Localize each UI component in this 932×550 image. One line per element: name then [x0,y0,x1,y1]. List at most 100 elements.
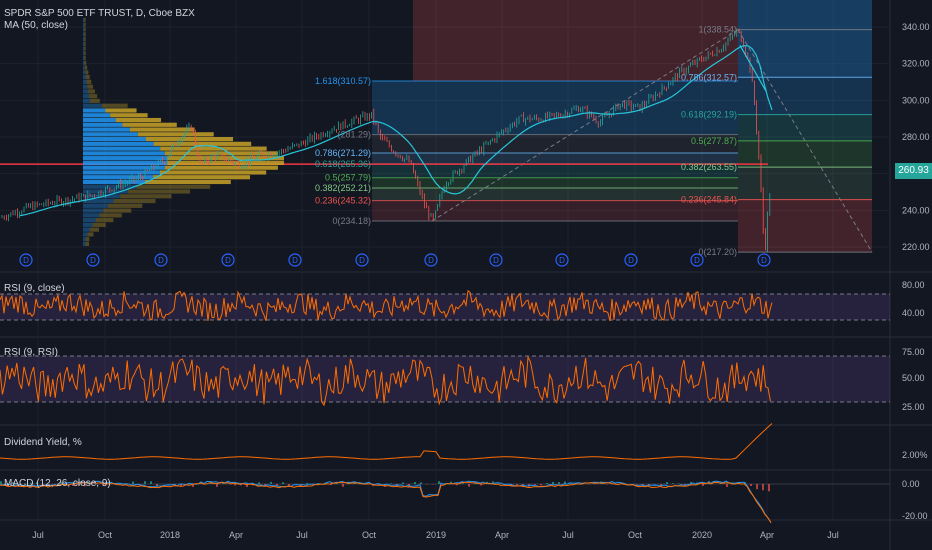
volume-profile-bar-up [83,55,85,61]
fib-band [372,134,738,153]
macd-histogram-bar [180,484,182,487]
fibonacci-retracements[interactable] [0,0,873,253]
volume-profile-bar-up [83,65,85,70]
dividend-marker-circle[interactable] [154,253,168,267]
macd-histogram-bar [750,484,752,486]
volume-profile-bar-down [115,117,162,123]
macd-histogram-bar [258,482,260,484]
macd-histogram-bar [240,484,242,486]
volume-profile-bar-down [145,179,231,185]
macd-histogram-bar [540,484,542,486]
dividend-marker-label: D [225,256,231,265]
volume-profile-bar-down [159,170,267,175]
macd-histogram-bar [330,484,332,485]
volume-profile-bar-down [85,237,90,242]
rsi-rsi-legend[interactable]: RSI (9, RSI) [4,347,58,358]
macd-histogram-bar [24,483,26,484]
volume-profile-bar-up [83,170,160,175]
macd-histogram-bar [756,484,758,490]
macd-histogram-bar [270,481,272,484]
dividend-marker-label: D [559,256,565,265]
volume-profile-bar-up [83,175,154,180]
volume-profile-bar-down [85,241,89,247]
dividend-marker-circle[interactable] [555,253,569,267]
volume-profile-bar-up [83,117,116,123]
volume-profile-bar-up [83,17,85,22]
indicator-panes [0,289,890,524]
time-axis-label: Oct [362,530,377,540]
volume-profile-bar-down [84,41,86,46]
macd-histogram-bar [492,481,494,484]
macd-histogram-bar [72,484,74,486]
price-axis-label: 220.00 [902,242,930,252]
dividend-marker-circle[interactable] [690,253,704,267]
volume-profile [83,17,284,247]
volume-profile-bar-up [83,160,168,165]
dividend-marker-circle[interactable] [624,253,638,267]
fib-extension-zone [413,0,738,81]
fib-left-label: 0.382(252.21) [315,183,371,193]
fib-left-label: 0.5(257.79) [325,173,371,183]
dividend-marker-circle[interactable] [424,253,438,267]
volume-profile-bar-down [110,113,148,118]
volume-profile-bar-up [83,156,168,161]
macd-histogram-bar [534,484,536,485]
macd-histogram-bar [642,484,644,485]
fib-right-label: 0.5(277.87) [691,136,737,146]
dividend-marker-circle[interactable] [19,253,33,267]
rsi-close-line [0,289,773,322]
dividend-marker-circle[interactable] [757,253,771,267]
symbol-title[interactable]: SPDR S&P 500 ETF TRUST, D, Cboe BZX [4,8,195,19]
macd-histogram-bar [150,481,152,484]
macd-histogram-bar [456,484,458,486]
macd-histogram-bar [480,484,482,486]
volume-profile-bar-down [164,151,278,156]
ma-legend[interactable]: MA (50, close) [4,20,68,31]
macd-histogram-bar [708,481,710,484]
volume-profile-bar-up [83,198,114,204]
macd-histogram-bar [390,483,392,484]
dividend-marker-circle[interactable] [288,253,302,267]
fib-left-label: 0(234.18) [332,216,371,226]
time-axis-label: Jul [32,530,44,540]
macd-histogram-bar [666,482,668,484]
volume-profile-bar-up [83,46,85,51]
macd-signal-line [0,481,772,524]
macd-legend[interactable]: MACD (12, 26, close, 9) [4,478,111,489]
dividend-marker-circle[interactable] [86,253,100,267]
price-series [1,28,773,253]
rsi2-axis-label: 25.00 [902,402,925,412]
dividend-marker-circle[interactable] [221,253,235,267]
rsi-close-legend[interactable]: RSI (9, close) [4,283,65,294]
dividend-yield-legend[interactable]: Dividend Yield, % [4,437,82,448]
volume-profile-bar-down [137,132,214,137]
macd-histogram-bar [546,483,548,484]
volume-profile-bar-down [85,70,89,75]
volume-profile-bar-down [167,156,284,161]
moving-average-line [19,45,773,217]
macd-histogram-bar [726,484,728,487]
macd-histogram-bar [372,484,374,487]
volume-profile-bar-down [167,160,284,165]
fib-band [738,199,872,253]
dividend-marker-label: D [292,256,298,265]
volume-profile-bar-down [101,103,128,108]
dividend-yield-line [0,423,773,460]
volume-profile-bar-down [95,218,114,223]
macd-histogram-bar [762,484,764,491]
macd-histogram-bar [192,484,194,487]
macd-histogram-bar [414,482,416,484]
dividend-marker-circle[interactable] [355,253,369,267]
macd-histogram-bar [282,482,284,484]
fib-right-label: 0.786(312.57) [681,72,737,82]
dividend-marker-circle[interactable] [489,253,503,267]
volume-profile-bar-up [83,79,87,84]
price-axis-label: 300.00 [902,95,930,105]
volume-profile-bar-up [83,94,89,99]
fibonacci-labels: 1.618(310.57)(281.29)0.786(271.29)0.618(… [315,25,737,257]
fib-right-label: 0.618(292.19) [681,110,737,120]
macd-histogram-bar [300,484,302,487]
